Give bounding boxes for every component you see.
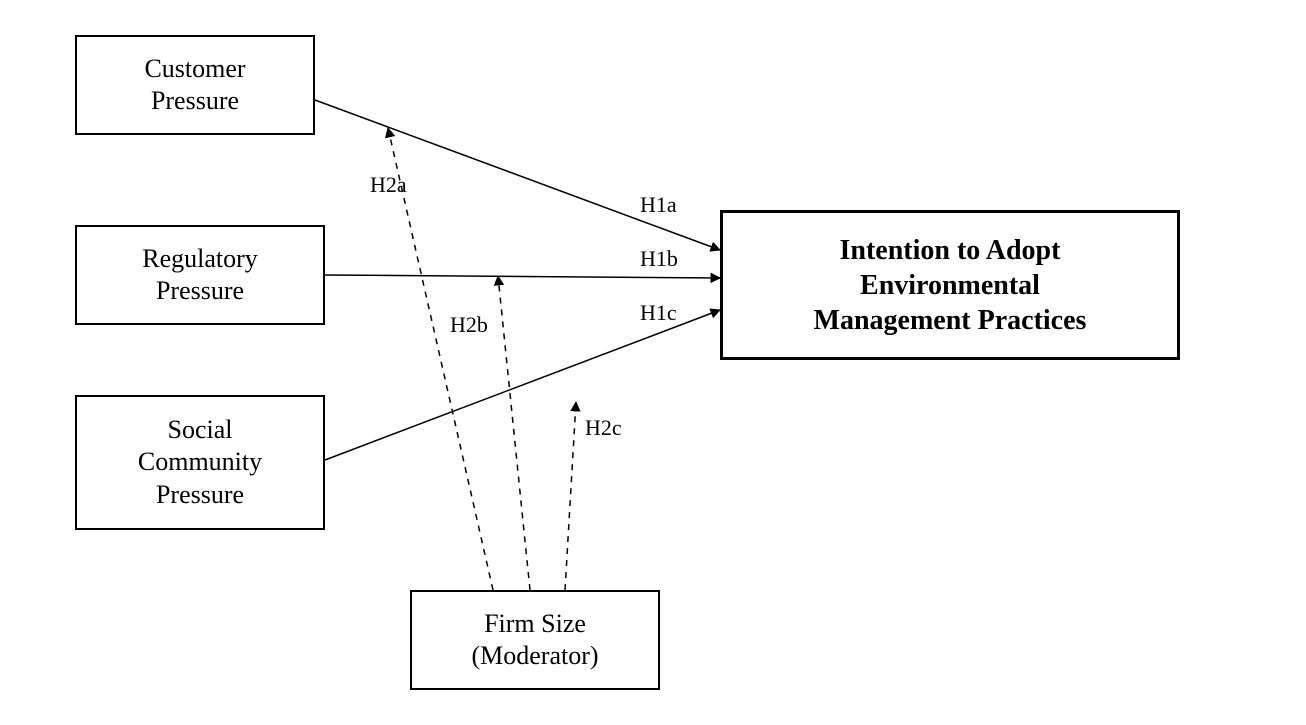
node-customer-pressure-text: Customer Pressure (144, 53, 245, 118)
text-line: (Moderator) (471, 641, 598, 670)
edge-label-h1b: H1b (640, 246, 678, 272)
edge-label-h2c: H2c (585, 415, 622, 441)
text-line: Customer (144, 54, 245, 83)
text-line: Community (138, 447, 262, 476)
text-line: Pressure (156, 480, 244, 509)
node-outcome: Intention to Adopt Environmental Managem… (720, 210, 1180, 360)
edge-label-h1c: H1c (640, 300, 677, 326)
text-line: Firm Size (484, 609, 586, 638)
edge-h2b (498, 276, 530, 590)
edge-label-h2b: H2b (450, 312, 488, 338)
node-regulatory-pressure: Regulatory Pressure (75, 225, 325, 325)
text-line: Intention to Adopt (840, 235, 1061, 266)
node-outcome-text: Intention to Adopt Environmental Managem… (814, 233, 1087, 338)
text-line: Environmental (860, 270, 1040, 301)
edge-label-h1a: H1a (640, 192, 677, 218)
node-firm-size-text: Firm Size (Moderator) (471, 608, 598, 673)
edge-h1b (325, 275, 720, 278)
text-line: Pressure (151, 86, 239, 115)
edge-h1c (325, 310, 720, 460)
text-line: Management Practices (814, 305, 1087, 336)
node-customer-pressure: Customer Pressure (75, 35, 315, 135)
node-social-community-pressure: Social Community Pressure (75, 395, 325, 530)
edge-h2c (565, 402, 576, 590)
text-line: Pressure (156, 276, 244, 305)
edge-label-h2a: H2a (370, 172, 407, 198)
node-firm-size: Firm Size (Moderator) (410, 590, 660, 690)
text-line: Regulatory (142, 244, 258, 273)
node-regulatory-pressure-text: Regulatory Pressure (142, 243, 258, 308)
node-social-community-pressure-text: Social Community Pressure (138, 414, 262, 512)
text-line: Social (168, 415, 233, 444)
